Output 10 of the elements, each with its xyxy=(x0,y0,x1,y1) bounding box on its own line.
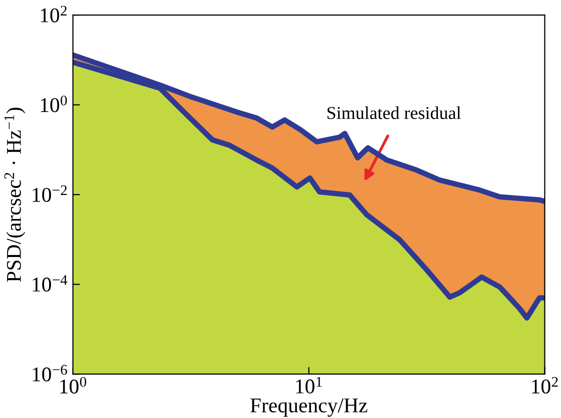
y-tick-label: 10$^{−4}$ xyxy=(32,275,68,292)
y-tick-label: 10$^{−2}$ xyxy=(32,185,67,202)
y-tick-label: 10$^{0}$ xyxy=(40,96,67,112)
x-tick-label: 10$^{2}$ xyxy=(532,376,558,394)
y-axis-title: PSD/(arcsec$^{2}$ · Hz$^{−1}$) xyxy=(4,108,26,282)
x-tick-label: 10$^{1}$ xyxy=(296,376,322,394)
x-tick-label: 10$^{0}$ xyxy=(60,376,86,394)
annotation: Simulated residual xyxy=(328,106,461,120)
y-tick-label: 10$^{2}$ xyxy=(40,6,67,22)
x-axis-title: Frequency/Hz xyxy=(250,398,368,417)
